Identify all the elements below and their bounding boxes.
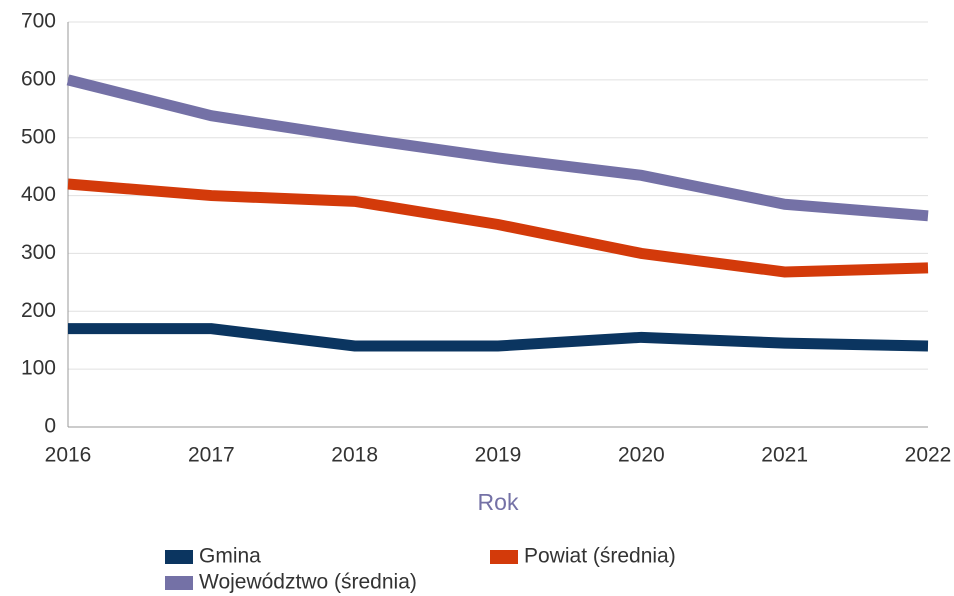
- line: [67, 178, 929, 278]
- y-tick-label: 100: [21, 357, 56, 380]
- y-tick-label: 300: [21, 241, 56, 264]
- x-tick-label: 2017: [188, 444, 235, 467]
- y-tick-label: 600: [21, 67, 56, 90]
- x-tick-label: 2021: [761, 444, 808, 467]
- legend-swatch: [490, 550, 518, 564]
- y-tick-label: 200: [21, 299, 56, 322]
- legend-swatch: [165, 550, 193, 564]
- legend-label: Powiat (średnia): [524, 545, 676, 568]
- line: [66, 74, 929, 222]
- y-tick-label: 500: [21, 125, 56, 148]
- legend-label: Gmina: [199, 545, 261, 568]
- legend-swatch: [165, 576, 193, 590]
- legend-label: Województwo (średnia): [199, 571, 417, 594]
- y-tick-label: 0: [44, 415, 56, 438]
- line: [68, 323, 929, 352]
- x-tick-label: 2022: [905, 444, 952, 467]
- y-tick-label: 400: [21, 183, 56, 206]
- x-tick-label: 2020: [618, 444, 665, 467]
- x-axis-label: Rok: [478, 489, 519, 515]
- x-tick-label: 2016: [45, 444, 92, 467]
- x-tick-label: 2019: [475, 444, 522, 467]
- x-tick-label: 2018: [331, 444, 378, 467]
- y-tick-label: 700: [21, 10, 56, 33]
